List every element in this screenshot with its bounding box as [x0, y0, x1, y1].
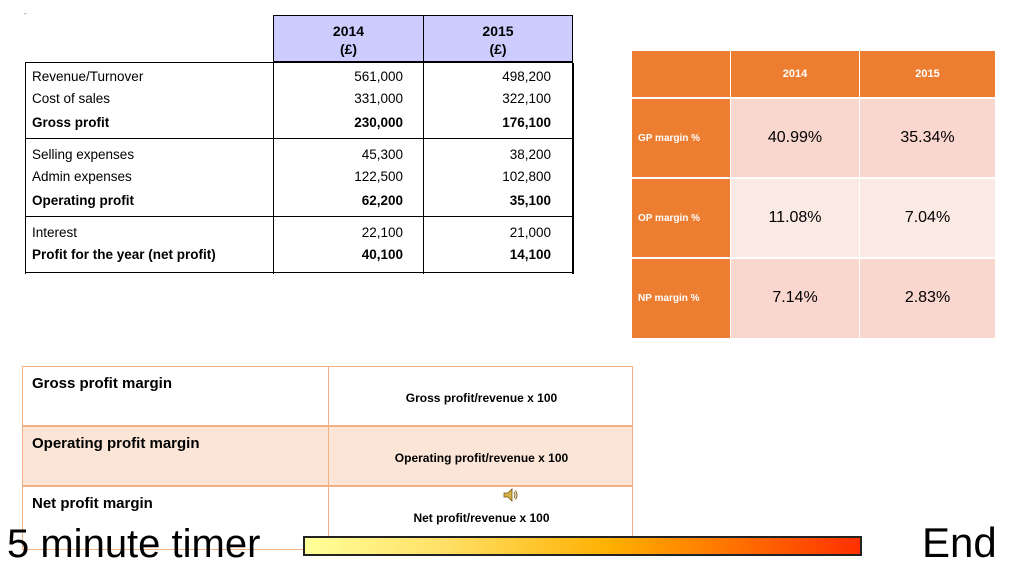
margin-results-table: 2014 2015 GP margin % 40.99% 35.34% OP m…	[632, 51, 995, 338]
header-blank-cell	[632, 51, 730, 97]
value-2014: 122,500	[354, 169, 403, 184]
value-2014: 45,300	[361, 147, 403, 162]
formula-row-operating: Operating profit margin Operating profit…	[22, 426, 633, 486]
table-row: Cost of sales 331,000 322,100	[25, 88, 573, 110]
value-2014: 22,100	[361, 225, 403, 240]
value-2015: 102,800	[502, 169, 551, 184]
header-2014-unit: (£)	[339, 41, 358, 57]
corner-mark: -	[24, 9, 27, 18]
header-2015-year: 2015	[482, 23, 514, 39]
row-label-gp-margin: GP margin %	[632, 99, 730, 177]
np-margin-2015: 2.83%	[860, 259, 995, 338]
row-label: Profit for the year (net profit)	[32, 247, 216, 262]
formula-expression: Gross profit/revenue x 100	[405, 391, 558, 405]
value-2014: 62,200	[361, 193, 403, 208]
table-row: Admin expenses 122,500 102,800	[25, 166, 573, 188]
formula-expression: Net profit/revenue x 100	[413, 511, 550, 525]
value-2015: 38,200	[509, 147, 551, 162]
header-2015-unit: (£)	[489, 41, 507, 57]
op-margin-2015: 7.04%	[860, 179, 995, 257]
header-2015: 2015 (£)	[423, 15, 573, 62]
formula-expression: Operating profit/revenue x 100	[394, 451, 569, 465]
header-2014-year: 2014	[332, 23, 365, 39]
value-2014: 230,000	[354, 115, 403, 130]
header-2014: 2014	[731, 51, 859, 97]
row-label: Operating profit	[32, 193, 134, 208]
value-2015: 498,200	[502, 69, 551, 84]
timer-label: 5 minute timer	[7, 522, 261, 566]
row-label: Interest	[32, 225, 78, 240]
speaker-icon[interactable]	[503, 488, 519, 502]
income-statement-table: 2014 (£) 2015 (£) Revenue/Turnover 561,0…	[25, 15, 575, 274]
value-2015: 35,100	[509, 193, 551, 208]
row-label: Selling expenses	[32, 147, 135, 162]
value-2015: 14,100	[509, 247, 551, 262]
table-row: Selling expenses 45,300 38,200	[25, 144, 573, 166]
row-label: Gross profit	[32, 115, 110, 130]
formula-name: Net profit margin	[32, 495, 153, 512]
table-row: Interest 22,100 21,000	[25, 222, 573, 244]
timer-progress-bar	[303, 536, 862, 556]
end-label: End	[922, 519, 997, 566]
value-2014: 561,000	[354, 69, 403, 84]
row-label: Cost of sales	[32, 91, 111, 106]
row-label-np-margin: NP margin %	[632, 259, 730, 338]
gp-margin-2014: 40.99%	[731, 99, 859, 177]
header-2014: 2014 (£)	[273, 15, 424, 62]
value-2015: 21,000	[509, 225, 551, 240]
value-2014: 40,100	[361, 247, 403, 262]
header-2015: 2015	[860, 51, 995, 97]
table-row: Revenue/Turnover 561,000 498,200	[25, 66, 573, 88]
gp-margin-2015: 35.34%	[860, 99, 995, 177]
table-row: Operating profit 62,200 35,100	[25, 190, 573, 212]
row-label: Revenue/Turnover	[32, 69, 144, 84]
statement-block-operating	[25, 138, 574, 217]
formula-row-gross: Gross profit margin Gross profit/revenue…	[22, 366, 633, 426]
formula-name: Gross profit margin	[32, 375, 173, 392]
table-row: Gross profit 230,000 176,100	[25, 112, 573, 134]
row-label-op-margin: OP margin %	[632, 179, 730, 257]
statement-block-gross	[25, 62, 574, 139]
value-2014: 331,000	[354, 91, 403, 106]
formula-name: Operating profit margin	[32, 435, 200, 452]
statement-block-net	[25, 216, 574, 274]
value-2015: 176,100	[502, 115, 551, 130]
value-2015: 322,100	[502, 91, 551, 106]
formula-table: Gross profit margin Gross profit/revenue…	[22, 366, 633, 550]
table-row: Profit for the year (net profit) 40,100 …	[25, 244, 573, 266]
op-margin-2014: 11.08%	[731, 179, 859, 257]
np-margin-2014: 7.14%	[731, 259, 859, 338]
row-label: Admin expenses	[32, 169, 132, 184]
